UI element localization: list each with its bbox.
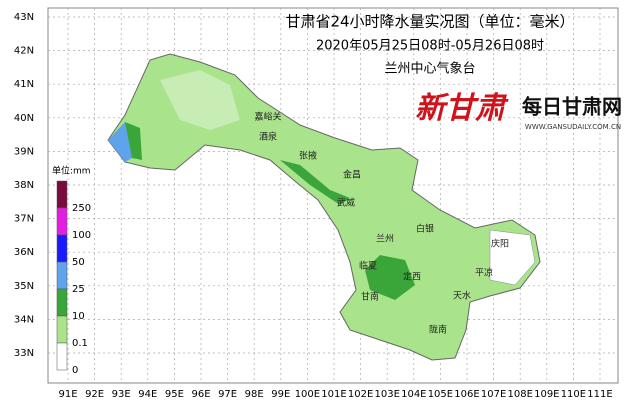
- lat-label: 34N: [14, 314, 34, 325]
- lat-label: 38N: [14, 180, 34, 191]
- title: 甘肃省24小时降水量实况图（单位：毫米）: [285, 13, 574, 31]
- lon-label: 97E: [218, 389, 237, 400]
- city-label: 嘉峪关: [254, 111, 281, 123]
- lat-label: 35N: [14, 281, 34, 292]
- city-label: 金昌: [343, 169, 361, 181]
- lat-label: 42N: [14, 46, 34, 57]
- legend-swatch: [56, 315, 68, 344]
- period: 2020年05月25日08时-05月26日08时: [316, 39, 544, 54]
- city-label: 临夏: [359, 260, 377, 272]
- lon-label: 93E: [112, 389, 131, 400]
- lat-label: 33N: [14, 348, 34, 359]
- lon-label: 92E: [85, 389, 104, 400]
- city-label: 兰州: [376, 233, 394, 245]
- city-label: 甘南: [361, 291, 379, 303]
- legend-swatch: [56, 234, 68, 263]
- lat-label: 40N: [14, 113, 34, 124]
- rain-patch: [280, 160, 350, 205]
- lon-label: 101E: [321, 389, 346, 400]
- rain-patch: [108, 122, 133, 162]
- city-label: 武威: [337, 197, 355, 209]
- lat-label: 37N: [14, 214, 34, 225]
- lon-label: 99E: [271, 389, 290, 400]
- lon-label: 95E: [165, 389, 184, 400]
- lat-label: 41N: [14, 79, 34, 90]
- city-label: 酒泉: [259, 131, 277, 143]
- lon-label: 111E: [587, 389, 612, 400]
- lon-label: 98E: [245, 389, 264, 400]
- legend-label: 50: [72, 257, 85, 268]
- lon-label: 108E: [507, 389, 532, 400]
- rain-patch: [125, 122, 142, 160]
- legend-label: 250: [72, 203, 91, 214]
- lat-label: 36N: [14, 247, 34, 258]
- overlay: 43N 42N 41N 40N 39N 38N 37N 36N 35N 34N 33N 91E 92E 9…: [14, 12, 613, 400]
- legend-label: 25: [72, 284, 85, 295]
- legend-label: 0.1: [72, 338, 88, 349]
- dry-area: [160, 70, 240, 130]
- lon-label: 107E: [481, 389, 506, 400]
- province-shape: [107, 53, 541, 361]
- city-label: 天水: [453, 290, 471, 302]
- lon-label: 110E: [561, 389, 586, 400]
- lat-label: 43N: [14, 12, 34, 23]
- logo-site: 每日甘肃网: [522, 95, 622, 119]
- legend-swatch: [56, 261, 68, 290]
- lon-label: 91E: [58, 389, 77, 400]
- city-label: 张掖: [299, 150, 317, 162]
- lon-label: 104E: [401, 389, 426, 400]
- lon-label: 103E: [374, 389, 399, 400]
- legend-swatch: [56, 342, 68, 371]
- issuer: 兰州中心气象台: [384, 61, 475, 77]
- graticule: [48, 8, 618, 383]
- city-label: 庆阳: [491, 238, 509, 250]
- city-label: 陇南: [429, 324, 447, 336]
- lon-label: 109E: [534, 389, 559, 400]
- legend-unit: 单位:mm: [52, 165, 91, 177]
- legend-label: 0: [72, 365, 78, 376]
- lon-label: 106E: [454, 389, 479, 400]
- lat-label: 39N: [14, 146, 34, 157]
- lon-label: 102E: [348, 389, 373, 400]
- city-label: 白银: [416, 223, 434, 235]
- logo-brand: 新甘肃: [415, 91, 509, 126]
- lon-label: 105E: [428, 389, 453, 400]
- lon-label: 100E: [295, 389, 320, 400]
- city-label: 平凉: [475, 267, 493, 279]
- city-label: 定西: [403, 271, 421, 283]
- legend-label: 100: [72, 230, 91, 241]
- legend-swatch: [56, 288, 68, 317]
- legend-label: 10: [72, 311, 85, 322]
- logo-url: WWW.GANSUDAILY.COM.CN: [525, 123, 621, 131]
- lon-label: 96E: [191, 389, 210, 400]
- lon-label: 94E: [138, 389, 157, 400]
- rain-patch: [365, 255, 415, 300]
- legend-swatch: [56, 180, 68, 209]
- legend-swatch: [56, 207, 68, 236]
- dry-area: [489, 229, 536, 286]
